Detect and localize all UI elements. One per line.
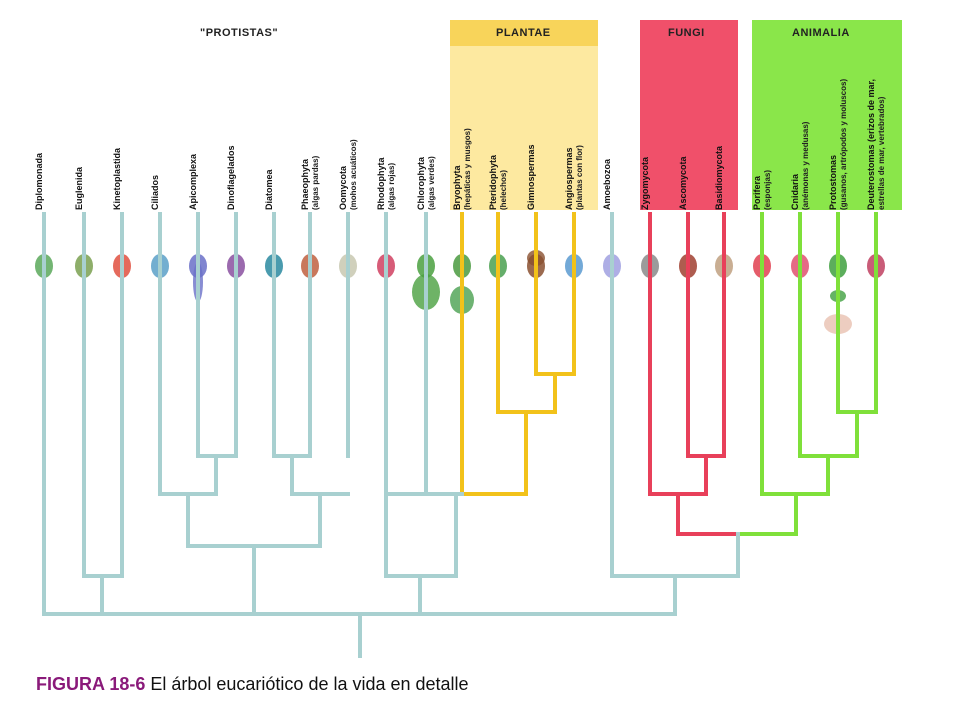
taxon-subtitle: (algas pardas) (311, 155, 320, 210)
figure-caption: FIGURA 18-6 El árbol eucariótico de la v… (36, 674, 469, 695)
taxon-label: Diatomea (264, 168, 274, 210)
taxon-name: Gimnospermas (526, 144, 536, 210)
taxon-subtitle: (esponjas) (763, 170, 772, 210)
taxon-name: Kinetoplastida (112, 147, 122, 210)
taxon-name: Deuterostomas (erizos de mar, (866, 79, 876, 210)
taxon-label: Pteridophyta(helechos) (488, 154, 508, 210)
taxon-subtitle: estrellas de mar, vertebrados) (877, 96, 886, 210)
taxon-subtitle: (mohos acuáticos) (349, 139, 358, 210)
plantae-band-top (450, 20, 598, 46)
animalia-band (752, 20, 902, 210)
taxon-label: Chlorophyta(algas verdes) (416, 156, 436, 210)
taxon-labels: Diplomonada Euglenida Kinetoplastida Ciliad… (34, 79, 886, 210)
taxon-subtitle: (plantas con flor) (575, 145, 584, 210)
taxon-label: Kinetoplastida (112, 147, 122, 210)
taxon-label: Zygomycota (640, 156, 650, 210)
taxon-label: Angiospermas(plantas con flor) (564, 145, 584, 210)
taxon-name: Bryophyta (452, 164, 462, 210)
taxon-name: Zygomycota (640, 156, 650, 210)
taxon-label: Deuterostomas (erizos de mar,estrellas d… (866, 79, 886, 210)
taxon-name: Porifera (752, 175, 762, 210)
group-label-fungi: FUNGI (668, 27, 705, 39)
taxon-subtitle: (gusanos, artrópodos y moluscos) (839, 79, 848, 210)
taxon-name: Dinoflagelados (226, 145, 236, 210)
taxon-subtitle: (hepáticas y musgos) (463, 128, 472, 210)
group-label-plantae: PLANTAE (496, 27, 551, 39)
figure-number: FIGURA 18-6 (36, 674, 146, 694)
taxon-name: Ciliados (150, 175, 160, 210)
taxon-name: Euglenida (74, 166, 84, 210)
taxon-label: Gimnospermas (526, 144, 536, 210)
taxon-label: Rhodophyta(algas rojas) (376, 157, 396, 210)
taxon-name: Diplomonada (34, 152, 44, 210)
taxon-name: Rhodophyta (376, 157, 386, 210)
taxon-subtitle: (algas rojas) (387, 163, 396, 210)
taxon-name: Cnidaria (790, 173, 800, 210)
taxon-label: Dinoflagelados (226, 145, 236, 210)
taxon-label: Apicomplexa (188, 153, 198, 210)
taxon-label: Cnidaria(anémonas y medusas) (790, 121, 810, 210)
fungi-band (640, 20, 738, 210)
taxon-label: Phaeophyta(algas pardas) (300, 155, 320, 210)
tree-branches (42, 212, 878, 658)
taxon-name: Diatomea (264, 168, 274, 210)
figure-caption-text: El árbol eucariótico de la vida en detal… (145, 674, 469, 694)
taxon-subtitle: (algas verdes) (427, 156, 436, 210)
taxon-label: Ciliados (150, 175, 160, 210)
taxon-label: Protostomas(gusanos, artrópodos y molusc… (828, 79, 848, 210)
plantae-band (450, 20, 598, 210)
taxon-label: Porifera(esponjas) (752, 170, 772, 210)
taxon-name: Protostomas (828, 155, 838, 210)
taxon-label: Oomycota(mohos acuáticos) (338, 139, 358, 210)
taxon-label: Euglenida (74, 166, 84, 210)
taxon-label: Diplomonada (34, 152, 44, 210)
taxon-name: Angiospermas (564, 147, 574, 210)
taxon-subtitle: (helechos) (499, 170, 508, 210)
group-label-animalia: ANIMALIA (792, 27, 850, 39)
taxon-label: Basidiomycota (714, 145, 724, 210)
taxon-name: Pteridophyta (488, 154, 498, 210)
taxon-name: Phaeophyta (300, 158, 310, 210)
taxon-name: Amoebozoa (602, 158, 612, 210)
taxon-name: Oomycota (338, 165, 348, 210)
taxon-name: Apicomplexa (188, 153, 198, 210)
taxon-label: Ascomycota (678, 155, 688, 210)
taxon-subtitle: (anémonas y medusas) (801, 121, 810, 210)
group-label-protistas: "PROTISTAS" (200, 27, 278, 39)
taxon-name: Ascomycota (678, 155, 688, 210)
taxon-label: Bryophyta(hepáticas y musgos) (452, 128, 472, 210)
taxon-name: Chlorophyta (416, 156, 426, 210)
taxon-name: Basidiomycota (714, 145, 724, 210)
taxon-label: Amoebozoa (602, 158, 612, 210)
